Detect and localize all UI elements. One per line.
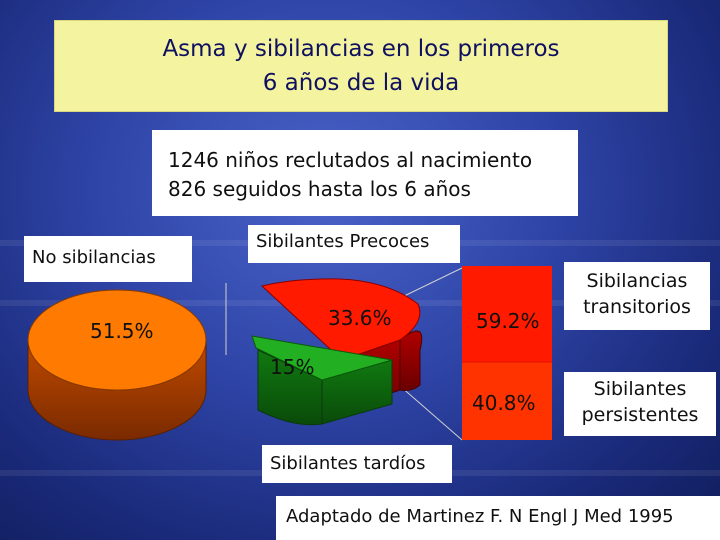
pie-slice-sibilantes-precoces-side bbox=[399, 330, 423, 391]
info-line-1: 1246 niños reclutados al nacimiento bbox=[168, 148, 533, 172]
title-box: Asma y sibilancias en los primeros 6 año… bbox=[54, 20, 668, 112]
info-line-2: 826 seguidos hasta los 6 años bbox=[168, 177, 471, 201]
data-label-592: 59.2% bbox=[476, 309, 540, 333]
connector-line bbox=[399, 267, 463, 299]
legend-label-sibilantes-precoces: Sibilantes Precoces bbox=[248, 225, 460, 263]
bar-segment-persistentes bbox=[462, 362, 552, 440]
legend-label-transitorios: Sibilancias transitorios bbox=[564, 262, 710, 330]
title-line-1: Asma y sibilancias en los primeros bbox=[162, 36, 560, 62]
bar-segment-transitorios bbox=[462, 266, 552, 362]
legend-label-persistentes: Sibilantes persistentes bbox=[564, 372, 716, 436]
info-box: 1246 niños reclutados al nacimiento 826 … bbox=[152, 130, 578, 216]
data-label-15: 15% bbox=[270, 355, 314, 379]
source-citation: Adaptado de Martinez F. N Engl J Med 199… bbox=[276, 496, 720, 540]
pie-slice-sibilantes-tardios bbox=[251, 335, 393, 381]
connector-line bbox=[399, 385, 463, 441]
title-line-2: 6 años de la vida bbox=[262, 70, 460, 96]
legend-label-no-sibilancias: No sibilancias bbox=[24, 236, 192, 282]
pie-slice-sibilantes-precoces bbox=[260, 278, 421, 361]
data-label-515: 51.5% bbox=[90, 319, 154, 343]
data-label-336: 33.6% bbox=[328, 306, 392, 330]
pie-slice-no-sibilancias bbox=[27, 289, 207, 391]
legend-label-sibilantes-tardios: Sibilantes tardíos bbox=[262, 445, 452, 483]
data-label-408: 40.8% bbox=[472, 391, 536, 415]
